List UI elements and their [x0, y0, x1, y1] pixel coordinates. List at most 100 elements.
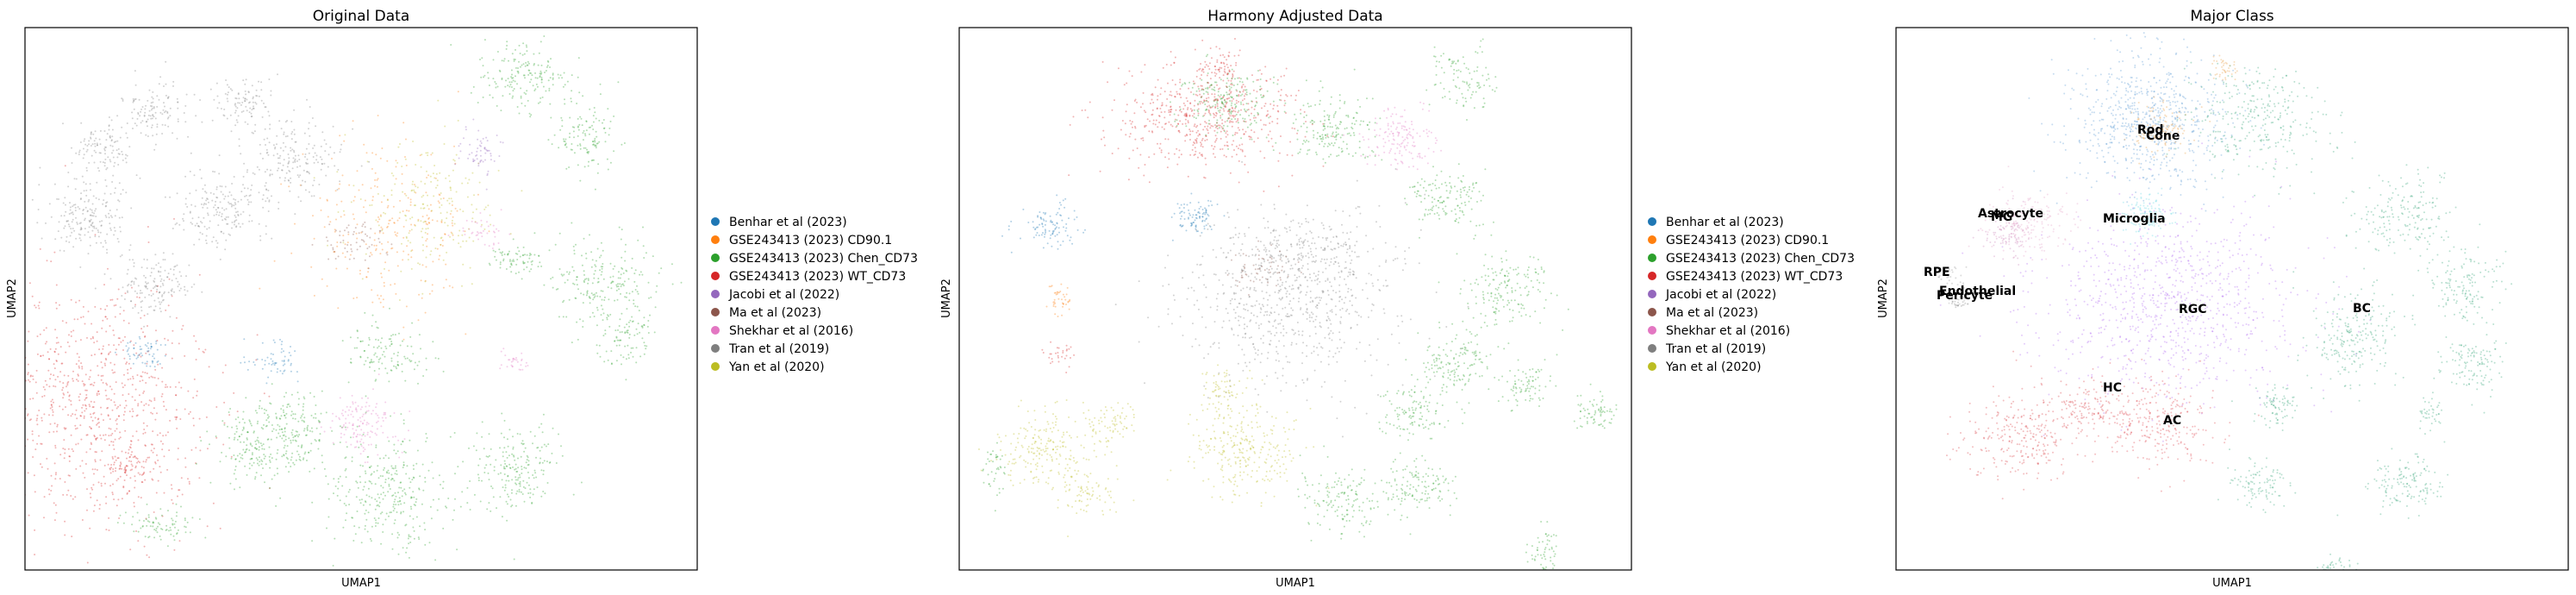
cluster-label: Microglia	[2103, 212, 2166, 226]
point-cluster	[1382, 454, 1458, 521]
point-cluster	[1404, 163, 1494, 239]
point-cluster	[450, 35, 602, 119]
point-cluster-hc	[2049, 377, 2121, 433]
cluster-label: Astrocyte	[1978, 207, 2043, 221]
legend-marker	[1648, 308, 1656, 316]
point-cluster-pericyte	[1937, 292, 1969, 309]
point-cluster	[318, 373, 411, 464]
legend-item: Jacobi et al (2022)	[1648, 288, 1776, 302]
legend-marker	[1648, 254, 1656, 262]
point-cluster	[1170, 192, 1226, 241]
point-cluster-bc	[2433, 322, 2507, 414]
legend-label: Yan et al (2020)	[1665, 360, 1762, 374]
legend-item: Shekhar et al (2016)	[711, 324, 853, 338]
point-cluster	[1068, 38, 1334, 192]
point-cluster	[240, 338, 299, 385]
point-cluster	[195, 399, 295, 491]
point-cluster	[311, 221, 393, 270]
point-cluster	[1065, 399, 1135, 458]
point-cluster-bc	[2157, 61, 2356, 197]
legend-marker	[711, 344, 720, 353]
legend-marker	[711, 308, 720, 316]
legend-marker	[1648, 326, 1656, 335]
point-cluster-bc	[2217, 448, 2297, 514]
point-cluster	[1573, 383, 1618, 429]
point-cluster	[1425, 38, 1498, 121]
point-cluster	[275, 411, 515, 567]
legend-label: Tran et al (2019)	[1665, 342, 1766, 356]
legend-marker	[1648, 217, 1656, 226]
legend-marker	[711, 217, 720, 226]
legend-marker	[711, 254, 720, 262]
cluster-label: Endothelial	[1939, 285, 2016, 298]
legend-label: Tran et al (2019)	[728, 342, 829, 356]
point-cluster-rpe	[1924, 266, 1968, 285]
point-cluster-bc	[2292, 267, 2414, 402]
scatter-points	[25, 35, 683, 567]
legend: Benhar et al (2023) GSE243413 (2023) CD90…	[711, 216, 918, 374]
point-cluster	[62, 116, 134, 169]
legend-label: Ma et al (2023)	[729, 306, 821, 320]
point-cluster	[341, 307, 445, 398]
legend-marker	[711, 290, 720, 298]
cluster-label: RGC	[2179, 303, 2207, 316]
point-cluster	[447, 209, 511, 249]
legend-label: Jacobi et al (2022)	[1665, 288, 1776, 302]
legend-marker	[1648, 235, 1656, 244]
point-cluster	[116, 503, 207, 548]
point-cluster	[1208, 204, 1407, 285]
point-cluster-bc	[2419, 391, 2442, 435]
legend-label: GSE243413 (2023) WT_CD73	[1666, 270, 1843, 284]
legend-item: Tran et al (2019)	[1648, 342, 1766, 356]
legend-label: GSE243413 (2023) CD90.1	[729, 234, 892, 247]
point-cluster	[94, 244, 203, 328]
plot-frame	[958, 27, 1632, 571]
point-cluster-cone	[2124, 96, 2211, 165]
point-cluster-bc	[2230, 384, 2313, 431]
panel-harmony: Harmony Adjusted Data UMAP1 UMAP2 Benhar…	[940, 8, 1855, 590]
x-axis-label: UMAP1	[341, 577, 381, 590]
legend-item: Ma et al (2023)	[1648, 306, 1758, 320]
point-cluster	[1001, 194, 1086, 254]
plot-frame	[1895, 27, 2569, 571]
y-axis-label: UMAP2	[6, 279, 19, 318]
point-cluster	[1226, 240, 1302, 296]
point-cluster	[259, 91, 490, 341]
scatter-points	[978, 38, 1618, 570]
legend-marker	[711, 272, 720, 280]
y-axis-label: UMAP2	[1877, 279, 1890, 318]
cluster-label: BC	[2353, 302, 2371, 316]
point-cluster	[1297, 445, 1412, 542]
point-cluster	[454, 118, 504, 191]
legend-item: Jacobi et al (2022)	[711, 288, 839, 302]
point-cluster	[1438, 234, 1569, 345]
point-cluster	[25, 165, 271, 564]
legend-label: GSE243413 (2023) Chen_CD73	[1666, 252, 1855, 266]
point-cluster	[1525, 521, 1557, 570]
legend-item: GSE243413 (2023) CD90.1	[1648, 234, 1829, 247]
point-cluster-rod	[2028, 32, 2265, 214]
cluster-label: AC	[2163, 414, 2181, 428]
legend-item: Shekhar et al (2016)	[1648, 324, 1790, 338]
point-cluster-hc	[1946, 350, 2110, 500]
point-cluster	[215, 383, 344, 477]
legend-label: GSE243413 (2023) WT_CD73	[729, 270, 906, 284]
point-cluster-bc	[2336, 441, 2449, 519]
point-cluster	[230, 98, 371, 210]
point-cluster	[539, 81, 626, 191]
legend-marker	[1648, 290, 1656, 298]
legend-label: GSE243413 (2023) CD90.1	[1666, 234, 1829, 247]
plot-frame	[24, 27, 698, 571]
point-cluster	[596, 308, 656, 381]
legend-item: GSE243413 (2023) CD90.1	[711, 234, 892, 247]
legend-marker	[711, 235, 720, 244]
point-cluster	[1378, 373, 1466, 460]
legend-item: GSE243413 (2023) WT_CD73	[711, 270, 906, 284]
cluster-label: Pericyte	[1937, 289, 1993, 303]
legend-marker	[711, 326, 720, 335]
point-cluster	[199, 73, 278, 141]
point-cluster	[1265, 68, 1383, 164]
point-cluster	[488, 232, 543, 275]
